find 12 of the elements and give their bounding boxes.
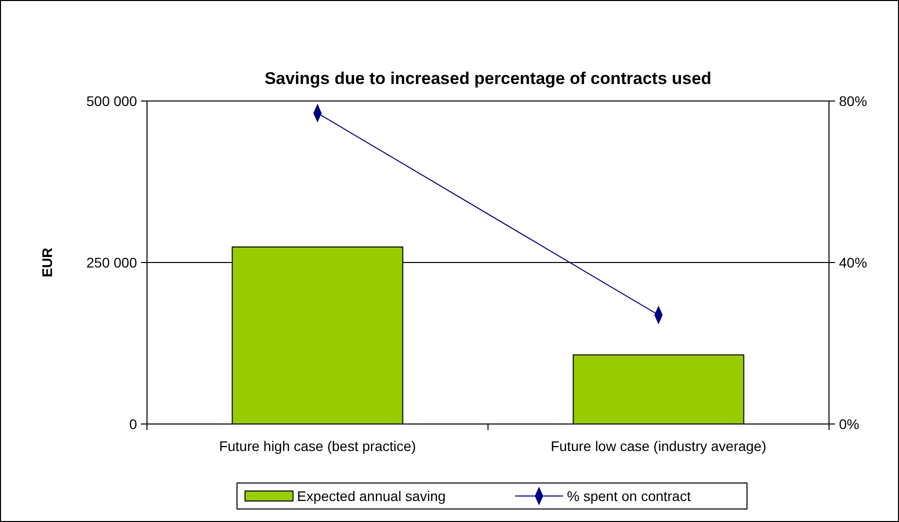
y2-tick-label: 80% [839,92,868,109]
x-tick-label: Future high case (best practice) [219,438,416,454]
y-tick-label: 0 [129,416,138,432]
legend-label: % spent on contract [567,488,691,504]
x-tick-label: Future low case (industry average) [550,438,766,454]
y-tick-label: 500 000 [86,92,138,109]
y-tick-label: 250 000 [86,254,138,270]
y2-tick-label: 0% [839,416,860,432]
y2-tick-label: 40% [839,254,868,270]
legend-label: Expected annual saving [297,488,446,504]
chart-title: Savings due to increased percentage of contracts used [264,69,712,88]
y-axis-title: EUR [39,248,55,278]
